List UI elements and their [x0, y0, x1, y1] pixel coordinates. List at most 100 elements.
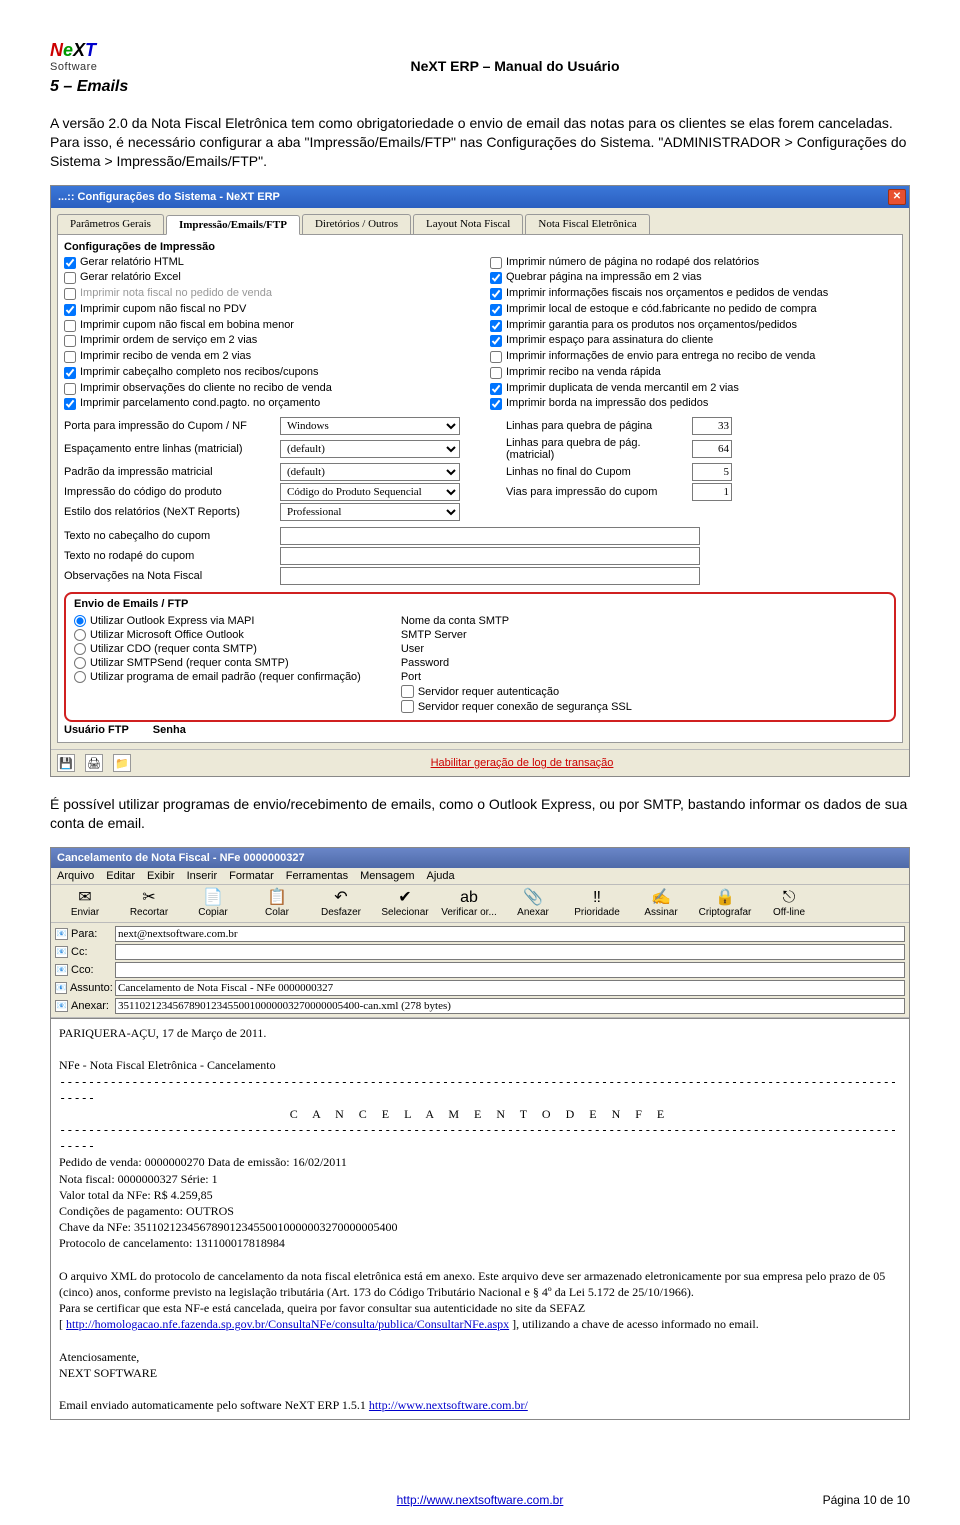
dashed-line: ----------------------------------------… — [59, 1122, 901, 1154]
save-icon[interactable]: 💾 — [57, 754, 75, 772]
checkbox[interactable] — [64, 257, 76, 269]
toolbar-button[interactable]: 📄Copiar — [183, 889, 243, 918]
toolbar-label: Verificar or... — [441, 907, 497, 918]
log-link[interactable]: Habilitar geração de log de transação — [431, 757, 614, 769]
checkbox[interactable] — [64, 383, 76, 395]
group-print-title: Configurações de Impressão — [64, 239, 896, 255]
checkbox[interactable] — [490, 351, 502, 363]
field-label: Padrão da impressão matricial — [64, 466, 274, 478]
header-field-input[interactable] — [115, 998, 905, 1014]
sefaz-link[interactable]: http://homologacao.nfe.fazenda.sp.gov.br… — [66, 1317, 509, 1331]
checkbox[interactable] — [490, 335, 502, 347]
software-link[interactable]: http://www.nextsoftware.com.br/ — [369, 1398, 528, 1412]
checkbox[interactable] — [64, 288, 76, 300]
paragraph-1: A versão 2.0 da Nota Fiscal Eletrônica t… — [50, 114, 910, 171]
checkbox[interactable] — [490, 367, 502, 379]
select-input[interactable]: Windows — [280, 417, 460, 435]
email-ftp-group: Envio de Emails / FTP Utilizar Outlook E… — [64, 592, 896, 722]
tab-1[interactable]: Impressão/Emails/FTP — [166, 215, 300, 235]
menu-item[interactable]: Ajuda — [427, 870, 455, 882]
checkbox[interactable] — [490, 272, 502, 284]
radio-input[interactable] — [74, 629, 86, 641]
header-field-input[interactable] — [115, 944, 905, 960]
header-field-label: 📧Para: — [55, 928, 111, 940]
toolbar-button[interactable]: ⎋Off-line — [759, 889, 819, 918]
select-input[interactable]: Código do Produto Sequencial — [280, 483, 460, 501]
checkbox[interactable] — [490, 304, 502, 316]
check-label: Servidor requer autenticação — [418, 686, 559, 698]
select-input[interactable]: Professional — [280, 503, 460, 521]
select-input[interactable]: (default) — [280, 440, 460, 458]
header-field-label: 📧Assunto: — [55, 982, 111, 994]
tab-4[interactable]: Nota Fiscal Eletrônica — [525, 214, 649, 234]
menu-item[interactable]: Arquivo — [57, 870, 94, 882]
tab-3[interactable]: Layout Nota Fiscal — [413, 214, 523, 234]
toolbar: ✉Enviar✂Recortar📄Copiar📋Colar↶Desfazer✔S… — [51, 885, 909, 923]
footer-link[interactable]: http://www.nextsoftware.com.br — [397, 1493, 564, 1507]
toolbar-button[interactable]: abVerificar or... — [439, 889, 499, 918]
menu-item[interactable]: Inserir — [187, 870, 218, 882]
close-icon[interactable]: ✕ — [888, 189, 906, 205]
checkbox[interactable] — [64, 320, 76, 332]
folder-icon[interactable]: 📁 — [113, 754, 131, 772]
toolbar-button[interactable]: ↶Desfazer — [311, 889, 371, 918]
print-icon[interactable]: 🖨 — [85, 754, 103, 772]
field-icon: 📧 — [55, 946, 68, 958]
toolbar-button[interactable]: 📋Colar — [247, 889, 307, 918]
check-label: Imprimir observações do cliente no recib… — [80, 382, 332, 396]
checkbox[interactable] — [64, 398, 76, 410]
number-input[interactable] — [692, 440, 732, 458]
toolbar-button[interactable]: ‼Prioridade — [567, 889, 627, 918]
radio-input[interactable] — [74, 671, 86, 683]
toolbar-button[interactable]: ✂Recortar — [119, 889, 179, 918]
number-input[interactable] — [692, 417, 732, 435]
checkbox[interactable] — [64, 272, 76, 284]
check-row: Quebrar página na impressão em 2 vias — [490, 270, 896, 286]
toolbar-icon: ab — [439, 889, 499, 907]
tab-2[interactable]: Diretórios / Outros — [302, 214, 411, 234]
field-label: Linhas para quebra de página — [506, 420, 686, 432]
menu-item[interactable]: Mensagem — [360, 870, 414, 882]
message-body: PARIQUERA-AÇU, 17 de Março de 2011. NFe … — [51, 1018, 909, 1420]
toolbar-button[interactable]: 🔒Criptografar — [695, 889, 755, 918]
toolbar-button[interactable]: ✍Assinar — [631, 889, 691, 918]
checkbox[interactable] — [64, 367, 76, 379]
number-input[interactable] — [692, 463, 732, 481]
checkbox[interactable] — [490, 383, 502, 395]
checkbox[interactable] — [490, 398, 502, 410]
toolbar-button[interactable]: ✉Enviar — [55, 889, 115, 918]
header-field-input[interactable] — [115, 962, 905, 978]
radio-input[interactable] — [74, 643, 86, 655]
menu-item[interactable]: Editar — [106, 870, 135, 882]
radio-input[interactable] — [74, 657, 86, 669]
checkbox[interactable] — [64, 351, 76, 363]
checkbox[interactable] — [64, 304, 76, 316]
header-field-input[interactable] — [115, 980, 905, 996]
radio-input[interactable] — [74, 615, 86, 627]
checkbox[interactable] — [490, 288, 502, 300]
menu-item[interactable]: Formatar — [229, 870, 274, 882]
text-input[interactable] — [280, 567, 700, 585]
tab-0[interactable]: Parâmetros Gerais — [57, 214, 164, 234]
menu-item[interactable]: Ferramentas — [286, 870, 348, 882]
check-row: Imprimir parcelamento cond.pagto. no orç… — [64, 396, 470, 412]
number-input[interactable] — [692, 483, 732, 501]
checkbox[interactable] — [401, 685, 414, 698]
text-input[interactable] — [280, 547, 700, 565]
tabs: Parâmetros GeraisImpressão/Emails/FTPDir… — [51, 208, 909, 234]
text-input[interactable] — [280, 527, 700, 545]
smtp-label: User — [401, 643, 531, 655]
toolbar-button[interactable]: ✔Selecionar — [375, 889, 435, 918]
select-input[interactable]: (default) — [280, 463, 460, 481]
toolbar-icon: ‼ — [567, 889, 627, 907]
checkbox[interactable] — [401, 700, 414, 713]
header-field-input[interactable] — [115, 926, 905, 942]
menu-item[interactable]: Exibir — [147, 870, 175, 882]
check-label: Servidor requer conexão de segurança SSL — [418, 701, 632, 713]
checkbox[interactable] — [490, 257, 502, 269]
checkbox[interactable] — [64, 335, 76, 347]
radio-row: Utilizar Outlook Express via MAPI — [74, 614, 361, 628]
toolbar-button[interactable]: 📎Anexar — [503, 889, 563, 918]
email-window-title: Cancelamento de Nota Fiscal - NFe 000000… — [57, 852, 305, 864]
checkbox[interactable] — [490, 320, 502, 332]
